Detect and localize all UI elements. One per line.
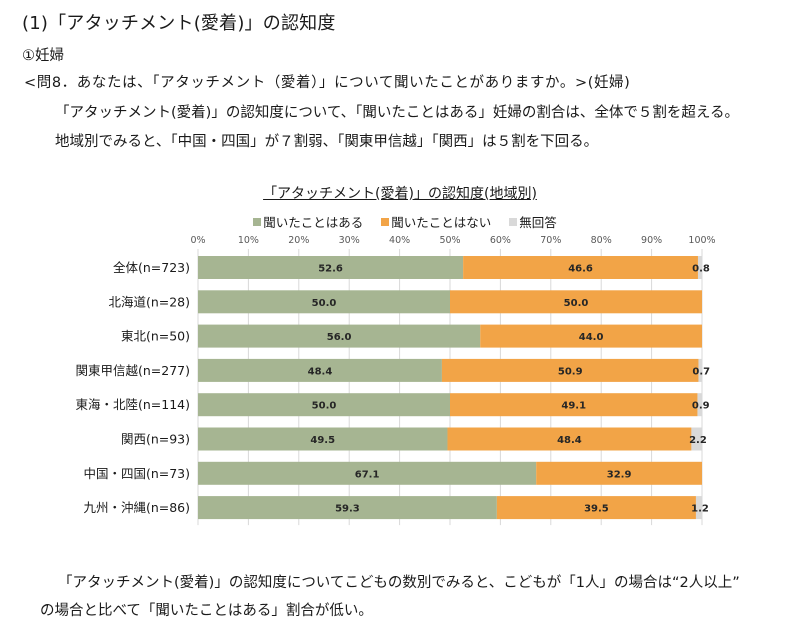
legend-swatch-no-answer	[509, 217, 518, 226]
category-label: 関西(n=93)	[121, 432, 190, 447]
data-label: 50.9	[558, 366, 583, 377]
bar-segment-not-heard	[450, 290, 702, 314]
legend-label-no-answer: 無回答	[519, 215, 557, 230]
bar-segment-heard	[198, 496, 497, 520]
summary-line-1: 「アタッチメント(愛着)」の認知度について、「聞いたことはある」妊婦の割合は、全…	[55, 105, 739, 121]
data-label: 0.8	[692, 264, 710, 275]
bar-segment-heard	[198, 461, 537, 485]
category-label: 関東甲信越(n=277)	[75, 363, 190, 378]
data-label: 67.1	[355, 469, 380, 480]
bar-segment-not-heard	[463, 256, 698, 279]
bar-segment-not-heard	[447, 427, 692, 451]
x-tick-label: 30%	[339, 235, 360, 246]
bar-segment-no-answer	[695, 496, 702, 520]
category-label: 北海道(n=28)	[108, 294, 190, 309]
data-label: 39.5	[584, 504, 609, 515]
x-tick-label: 80%	[591, 235, 612, 246]
bar-segment-heard	[198, 358, 442, 382]
x-tick-label: 60%	[490, 235, 511, 246]
data-label: 59.3	[335, 504, 360, 515]
x-tick-label: 100%	[688, 235, 715, 246]
x-tick-label: 10%	[238, 235, 259, 246]
bar-segment-not-heard	[536, 461, 702, 485]
footer-line-1: 「アタッチメント(愛着)」の認知度についてこどもの数別でみると、こどもが「1人」…	[58, 575, 740, 591]
category-label: 東北(n=50)	[121, 329, 190, 344]
legend-item-no-answer: 無回答	[509, 212, 557, 231]
legend-label-heard: 聞いたことはある	[263, 215, 364, 230]
legend-swatch-heard	[253, 217, 262, 226]
chart-legend: 聞いたことはある 聞いたことはない 無回答	[0, 212, 800, 231]
legend-item-not-heard: 聞いたことはない	[381, 212, 491, 231]
x-tick-label: 50%	[439, 235, 460, 246]
bar-segment-heard	[198, 324, 481, 348]
data-label: 52.6	[318, 264, 343, 275]
bar-segment-not-heard	[480, 324, 702, 348]
x-tick-label: 0%	[190, 235, 205, 246]
x-tick-label: 40%	[389, 235, 410, 246]
legend-item-heard: 聞いたことはある	[253, 212, 363, 231]
data-label: 50.0	[312, 401, 337, 412]
data-label: 49.5	[310, 435, 335, 446]
bar-segment-no-answer	[697, 256, 702, 279]
sub-title: ①妊婦	[22, 48, 64, 64]
data-label: 46.6	[568, 264, 593, 275]
data-label: 0.9	[692, 401, 710, 412]
bar-segment-no-answer	[698, 358, 702, 382]
bar-segment-not-heard	[441, 358, 699, 382]
category-label: 全体(n=723)	[113, 260, 190, 275]
data-label: 44.0	[579, 332, 604, 343]
bar-segment-no-answer	[691, 427, 703, 451]
legend-swatch-not-heard	[381, 217, 390, 226]
bar-segment-heard	[198, 427, 448, 451]
data-label: 56.0	[327, 332, 352, 343]
bar-segment-not-heard	[496, 496, 696, 520]
data-label: 50.0	[312, 298, 337, 309]
data-label: 1.2	[691, 504, 709, 515]
x-tick-label: 90%	[641, 235, 662, 246]
data-label: 50.0	[564, 298, 589, 309]
data-label: 48.4	[557, 435, 582, 446]
data-label: 2.2	[689, 435, 707, 446]
footer-line-2: の場合と比べて「聞いたことはある」割合が低い。	[40, 603, 373, 619]
bar-segment-no-answer	[697, 393, 702, 417]
data-label: 32.9	[607, 469, 632, 480]
data-label: 49.1	[561, 401, 586, 412]
chart-title: 「アタッチメント(愛着)」の認知度(地域別)	[263, 186, 537, 202]
x-tick-label: 20%	[288, 235, 309, 246]
legend-label-not-heard: 聞いたことはない	[391, 215, 492, 230]
category-label: 九州・沖縄(n=86)	[83, 500, 190, 515]
data-label: 0.7	[692, 366, 710, 377]
data-label: 48.4	[308, 366, 333, 377]
x-tick-label: 70%	[540, 235, 561, 246]
category-label: 東海・北陸(n=114)	[75, 397, 190, 412]
section-title: (1)「アタッチメント(愛着)」の認知度	[22, 13, 336, 34]
summary-line-2: 地域別でみると、「中国・四国」が７割弱、「関東甲信越」「関西」は５割を下回る。	[55, 134, 599, 150]
bar-segment-not-heard	[450, 393, 698, 417]
question-text: <問8．あなたは、「アタッチメント（愛着）」について聞いたことがありますか。>(…	[24, 75, 631, 91]
bar-segment-heard	[198, 393, 450, 417]
bar-segment-heard	[198, 290, 450, 314]
category-label: 中国・四国(n=73)	[83, 466, 190, 481]
bar-segment-heard	[198, 256, 464, 279]
